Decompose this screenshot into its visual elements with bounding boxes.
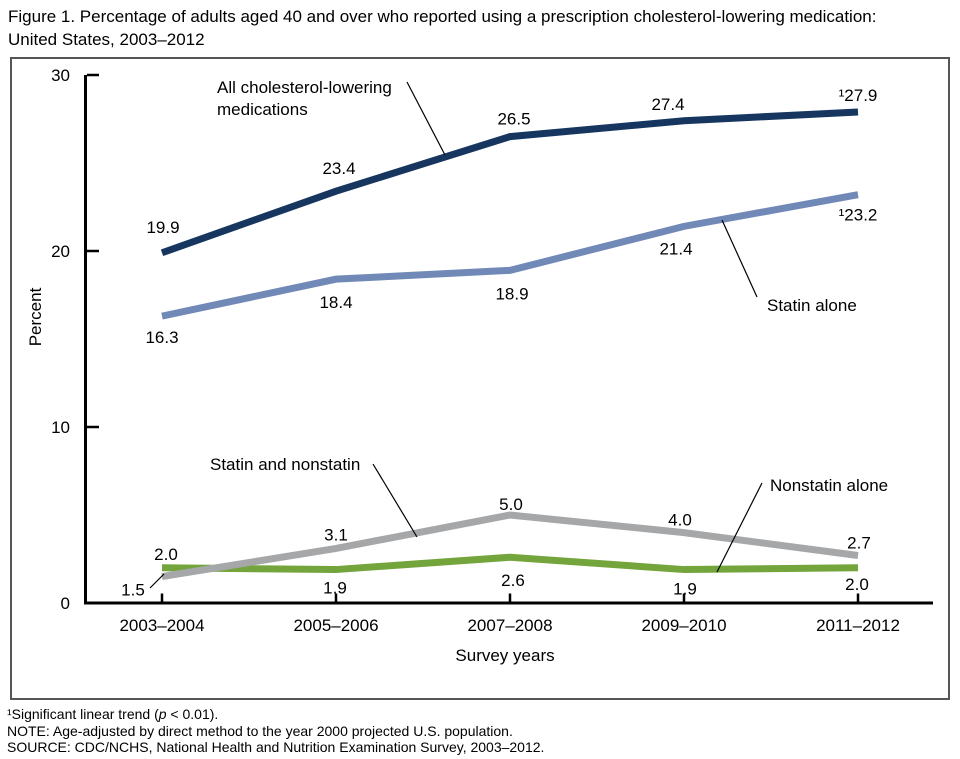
- figure-title: Figure 1. Percentage of adults aged 40 a…: [8, 5, 876, 51]
- series-annotation-all-cholesterol-lowering-medications: All cholesterol-lowering: [217, 78, 392, 97]
- y-tick-label: 30: [51, 66, 70, 85]
- data-label-all-cholesterol-lowering-medications: 23.4: [322, 159, 355, 178]
- x-tick-label: 2005–2006: [293, 616, 378, 635]
- footnote-significance: ¹Significant linear trend (p < 0.01).: [7, 706, 544, 723]
- data-label-statin-and-nonstatin: 2.7: [847, 533, 871, 552]
- chart-frame: [10, 57, 950, 700]
- y-tick-label: 10: [51, 418, 70, 437]
- x-axis-title: Survey years: [455, 646, 555, 665]
- data-label-all-cholesterol-lowering-medications: 27.4: [651, 95, 684, 114]
- data-label-statin-alone: ¹23.2: [839, 206, 878, 225]
- data-label-nonstatin-alone: 2.0: [154, 545, 178, 564]
- data-label-all-cholesterol-lowering-medications: 19.9: [146, 218, 179, 237]
- x-tick-label: 2009–2010: [641, 616, 726, 635]
- data-label-statin-and-nonstatin: 4.0: [668, 511, 692, 530]
- axes: [84, 75, 933, 605]
- x-tick-label: 2003–2004: [119, 616, 204, 635]
- data-label-statin-alone: 16.3: [145, 328, 178, 347]
- y-axis-title: Percent: [26, 287, 45, 347]
- y-tick-label: 0: [61, 594, 70, 613]
- series-annotation-all-cholesterol-lowering-medications: medications: [217, 100, 308, 119]
- footnote-significance-suffix: < 0.01).: [166, 706, 219, 722]
- footnote-source: SOURCE: CDC/NCHS, National Health and Nu…: [7, 739, 545, 755]
- figure-title-line-1: Figure 1. Percentage of adults aged 40 a…: [8, 7, 877, 26]
- data-label-all-cholesterol-lowering-medications: 26.5: [497, 110, 530, 129]
- data-label-all-cholesterol-lowering-medications: ¹27.9: [839, 86, 878, 105]
- data-label-nonstatin-alone: 2.6: [501, 571, 525, 590]
- leader-line-nonstatin-alone: [716, 482, 763, 573]
- figure-title-line-2: United States, 2003–2012: [8, 30, 205, 49]
- data-label-statin-and-nonstatin: 3.1: [324, 525, 348, 544]
- leader-line-first-point-statin-and-nonstatin: [149, 573, 165, 589]
- series-annotation-nonstatin-alone: Nonstatin alone: [770, 476, 888, 495]
- data-label-statin-alone: 21.4: [659, 239, 692, 258]
- data-label-nonstatin-alone: 1.9: [323, 579, 347, 598]
- series-line-statin-and-nonstatin: [161, 511, 859, 581]
- leader-line-all-cholesterol-lowering-medications: [406, 81, 446, 156]
- footnote-significance-prefix: ¹Significant linear trend (: [7, 706, 159, 722]
- data-label-statin-alone: 18.4: [319, 293, 352, 312]
- x-tick-label: 2007–2008: [467, 616, 552, 635]
- series-annotation-statin-and-nonstatin: Statin and nonstatin: [210, 455, 360, 474]
- data-label-nonstatin-alone: 2.0: [845, 575, 869, 594]
- data-label-statin-alone: 18.9: [495, 284, 528, 303]
- data-label-statin-and-nonstatin: 1.5: [121, 581, 145, 600]
- leader-line-statin-and-nonstatin: [372, 463, 418, 538]
- footnotes: ¹Significant linear trend (p < 0.01). NO…: [7, 706, 544, 756]
- leader-line-statin-alone: [721, 219, 758, 298]
- series-line-all-cholesterol-lowering-medications: [160, 108, 859, 257]
- series-annotation-statin-alone: Statin alone: [767, 296, 857, 315]
- data-label-statin-and-nonstatin: 5.0: [499, 495, 523, 514]
- series-line-nonstatin-alone: [161, 553, 859, 574]
- footnote-p-italic: p: [158, 706, 167, 722]
- x-tick-label: 2011–2012: [816, 616, 900, 635]
- y-tick-label: 20: [51, 242, 70, 261]
- footnote-note: NOTE: Age-adjusted by direct method to t…: [7, 722, 513, 739]
- series-line-statin-alone: [161, 191, 859, 320]
- data-label-nonstatin-alone: 1.9: [673, 580, 697, 599]
